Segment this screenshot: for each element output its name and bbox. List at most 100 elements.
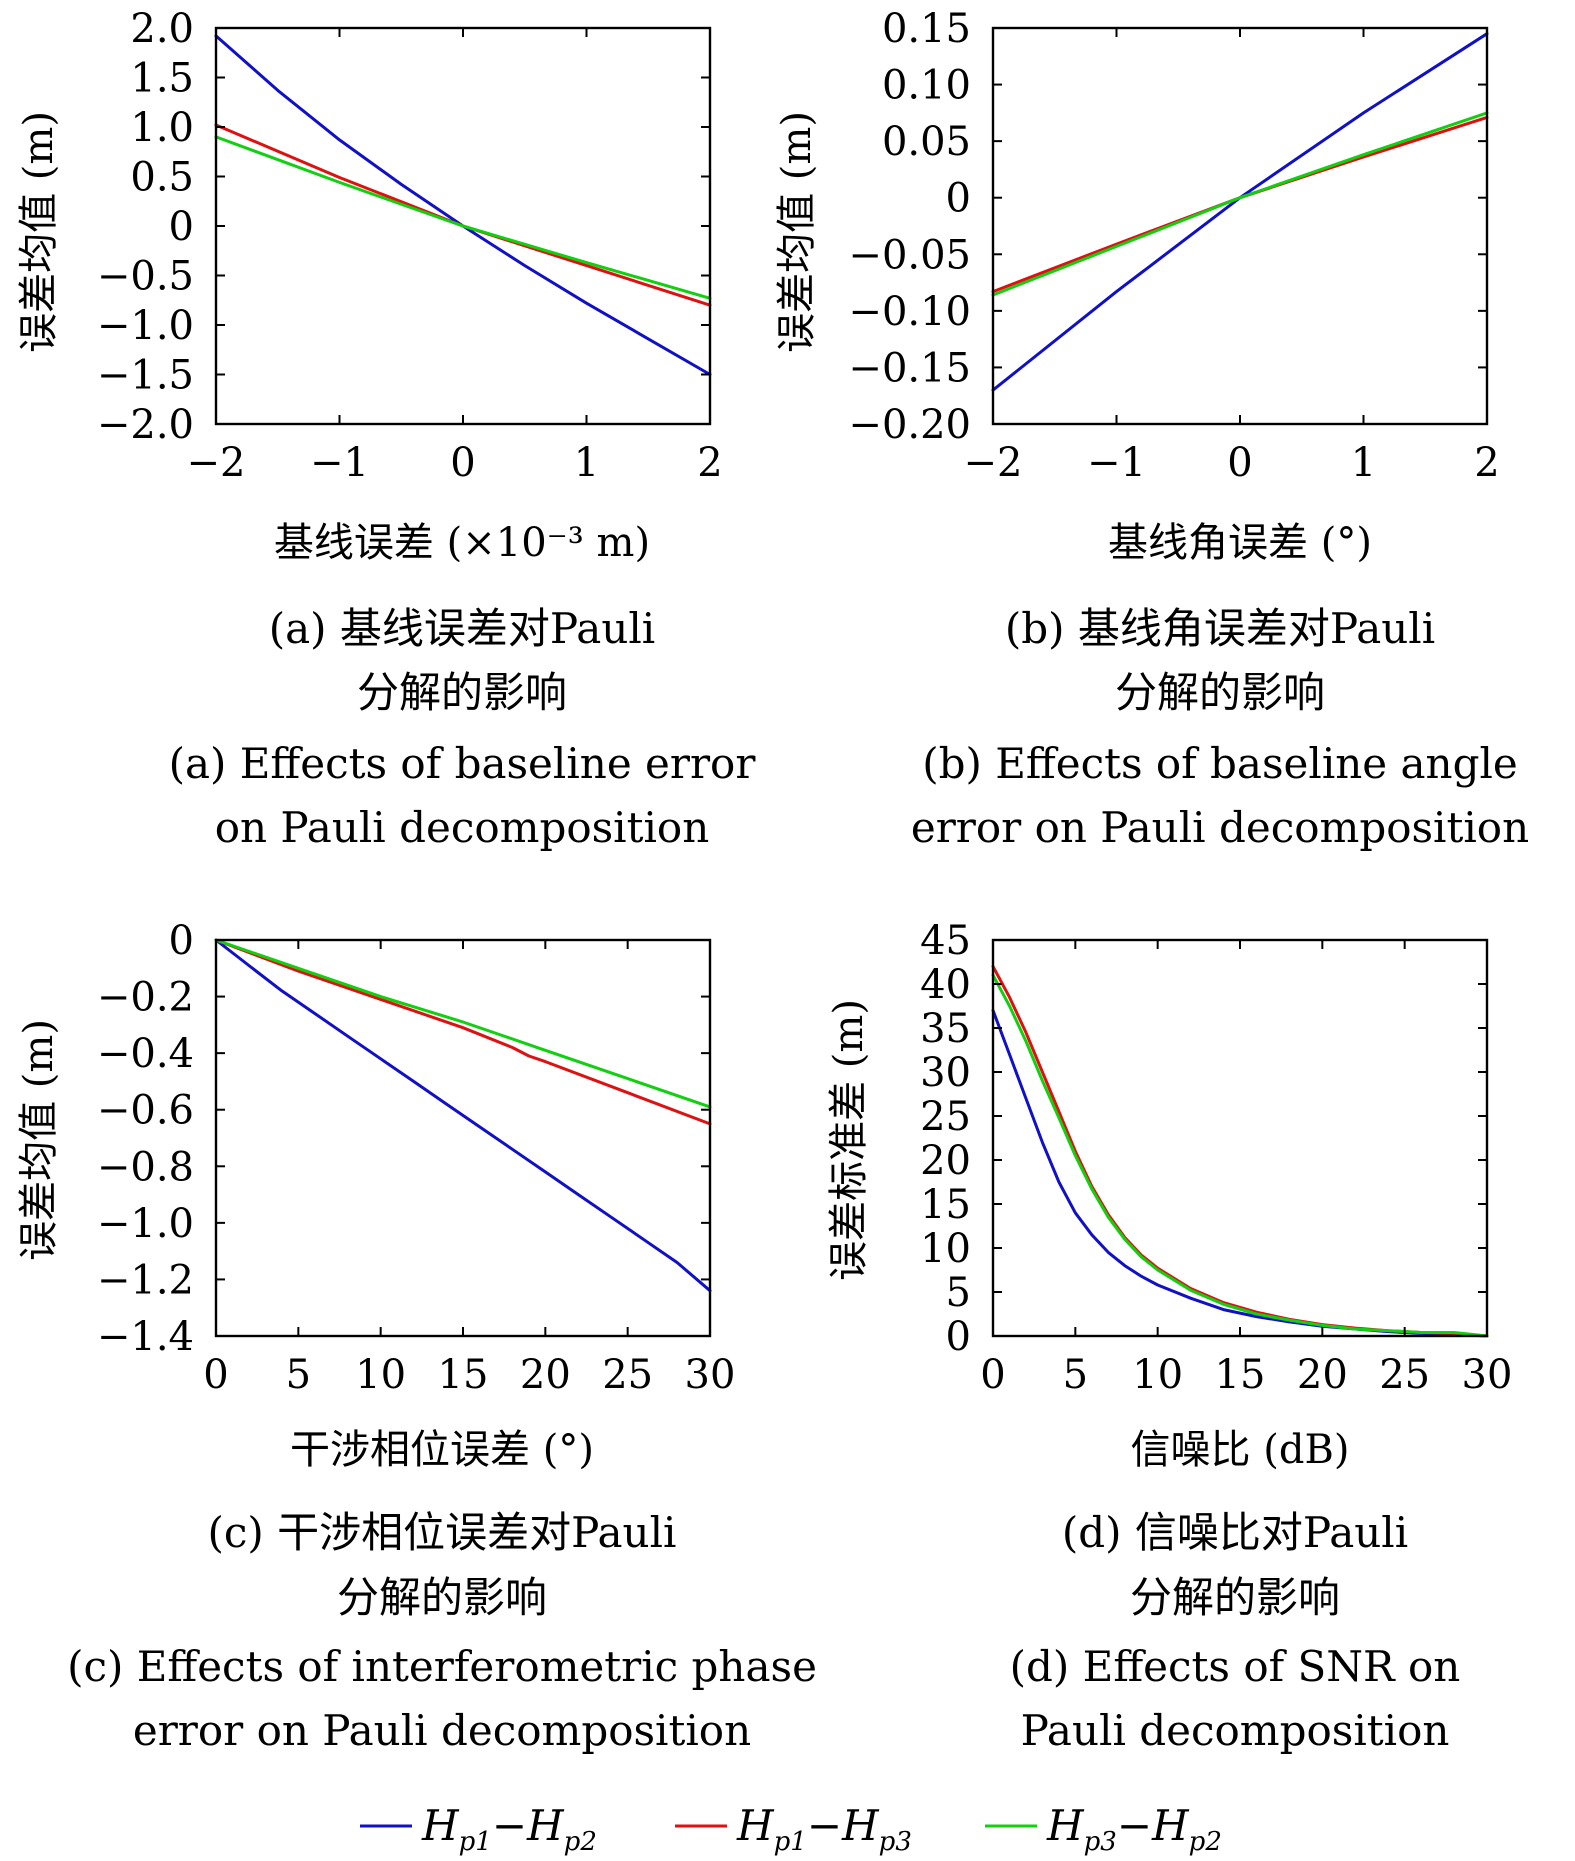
legend-item-1: Hp1−Hp2 <box>360 1801 597 1857</box>
ylabel-d: 误差标准差 (m) <box>826 999 872 1281</box>
legend-label-2: Hp1−Hp3 <box>736 1801 912 1857</box>
series-line-d-2 <box>991 964 1489 1338</box>
y-tick-label-d-7: 10 <box>920 1226 971 1272</box>
x-tick-label-c-1: 5 <box>286 1352 311 1398</box>
caption-zh-c-line1: (c) 干涉相位误差对Pauli <box>208 1508 677 1557</box>
x-tick-label-c-2: 10 <box>355 1352 406 1398</box>
x-tick-label-d-3: 15 <box>1215 1352 1266 1398</box>
x-tick-label-b-3: 1 <box>1351 440 1376 486</box>
axes-frame-b <box>991 26 1489 426</box>
x-tick-label-b-1: −1 <box>1087 440 1146 486</box>
x-tick-label-a-3: 1 <box>574 440 599 486</box>
x-tick-label-d-1: 5 <box>1063 1352 1088 1398</box>
legend: Hp1−Hp2 Hp1−Hp3 Hp3−Hp2 <box>360 1801 1222 1857</box>
x-tick-label-d-2: 10 <box>1132 1352 1183 1398</box>
series-line-c-3 <box>214 938 712 1109</box>
y-tick-label-d-1: 40 <box>920 962 971 1008</box>
x-tick-label-d-5: 25 <box>1379 1352 1430 1398</box>
caption-en-b-line2: error on Pauli decomposition <box>911 803 1529 852</box>
y-tick-label-c-6: −1.2 <box>97 1257 194 1303</box>
y-tick-label-d-4: 25 <box>920 1094 971 1140</box>
y-tick-label-b-3: 0 <box>946 176 971 222</box>
series-line-d-3 <box>991 973 1489 1338</box>
caption-zh-d-line1: (d) 信噪比对Pauli <box>1062 1508 1408 1557</box>
legend-item-3: Hp3−Hp2 <box>985 1801 1222 1857</box>
caption-zh-a-line1: (a) 基线误差对Pauli <box>269 604 656 653</box>
y-tick-label-b-5: −0.10 <box>848 289 971 335</box>
caption-en-a-line2: on Pauli decomposition <box>215 803 710 852</box>
y-tick-label-a-4: 0 <box>169 204 194 250</box>
panel-c: 0 5 10 15 20 25 30 0 −0.2 −0.4 −0.6 −0.8 −1.0 −1.2 −1.… <box>16 918 817 1755</box>
x-tick-label-a-1: −1 <box>310 440 369 486</box>
y-tick-label-d-6: 15 <box>920 1182 971 1228</box>
caption-en-d-line1: (d) Effects of SNR on <box>1010 1642 1461 1691</box>
y-tick-label-a-2: 1.0 <box>130 105 194 151</box>
y-tick-label-d-3: 30 <box>920 1050 971 1096</box>
x-tick-label-d-4: 20 <box>1297 1352 1348 1398</box>
y-tick-label-c-4: −0.8 <box>97 1144 194 1190</box>
x-tick-label-c-0: 0 <box>203 1352 228 1398</box>
x-tick-label-c-6: 30 <box>685 1352 736 1398</box>
legend-item-2: Hp1−Hp3 <box>675 1801 912 1857</box>
y-tick-label-c-7: −1.4 <box>97 1314 194 1360</box>
y-tick-label-a-0: 2.0 <box>130 6 194 52</box>
ylabel-a: 误差均值 (m) <box>16 111 62 353</box>
legend-label-1: Hp1−Hp2 <box>421 1801 597 1857</box>
ylabel-b: 误差均值 (m) <box>774 111 820 353</box>
xlabel-a: 基线误差 (×10⁻³ m) <box>274 520 650 566</box>
series-line-b-1 <box>991 32 1489 392</box>
x-tick-label-c-4: 20 <box>520 1352 571 1398</box>
x-tick-label-a-0: −2 <box>187 440 246 486</box>
x-tick-label-d-0: 0 <box>980 1352 1005 1398</box>
plot-area-c: 0 5 10 15 20 25 30 0 −0.2 −0.4 −0.6 −0.8 −1.0 −1.2 −1.… <box>97 918 736 1398</box>
caption-en-c-line1: (c) Effects of interferometric phase <box>67 1642 817 1691</box>
series-line-a-3 <box>214 135 712 300</box>
caption-zh-c-line2: 分解的影响 <box>337 1573 547 1622</box>
y-tick-label-d-5: 20 <box>920 1138 971 1184</box>
xlabel-c: 干涉相位误差 (°) <box>290 1427 594 1473</box>
plot-area-a: −2 −1 0 1 22.01.51.00.50−0.5−1.0−1.5−2.0 <box>97 6 723 486</box>
y-tick-label-c-1: −0.2 <box>97 975 194 1021</box>
y-tick-label-b-6: −0.15 <box>848 345 971 391</box>
x-tick-label-a-4: 2 <box>697 440 722 486</box>
caption-en-b-line1: (b) Effects of baseline angle <box>922 739 1518 788</box>
series-line-c-1 <box>214 938 712 1293</box>
series-line-a-1 <box>214 34 712 376</box>
x-tick-label-d-6: 30 <box>1462 1352 1513 1398</box>
caption-zh-d-line2: 分解的影响 <box>1130 1573 1340 1622</box>
y-tick-label-b-4: −0.05 <box>848 232 971 278</box>
plot-area-b: −2 −1 0 1 2 0.15 0.10 0.05 0 −0.05 −0.10 −0.15 −0.20 <box>848 6 1499 486</box>
xlabel-b: 基线角误差 (°) <box>1108 520 1372 566</box>
caption-zh-a-line2: 分解的影响 <box>357 668 567 717</box>
y-tick-label-d-9: 0 <box>946 1314 971 1360</box>
x-tick-label-a-2: 0 <box>450 440 475 486</box>
x-tick-label-b-0: −2 <box>964 440 1023 486</box>
y-tick-label-c-0: 0 <box>169 918 194 964</box>
y-tick-label-d-2: 35 <box>920 1006 971 1052</box>
y-tick-label-c-2: −0.4 <box>97 1031 194 1077</box>
panel-a: −2 −1 0 1 22.01.51.00.50−0.5−1.0−1.5−2.0 基线误… <box>16 6 756 852</box>
x-tick-label-b-2: 0 <box>1227 440 1252 486</box>
series-line-b-3 <box>991 111 1489 297</box>
caption-en-d-line2: Pauli decomposition <box>1021 1706 1450 1755</box>
caption-en-c-line2: error on Pauli decomposition <box>133 1706 751 1755</box>
y-tick-label-a-8: −2.0 <box>97 402 194 448</box>
caption-zh-b-line2: 分解的影响 <box>1115 668 1325 717</box>
y-tick-label-d-8: 5 <box>946 1270 971 1316</box>
y-tick-label-d-0: 45 <box>920 918 971 964</box>
series-line-d-1 <box>991 1008 1489 1338</box>
series-line-c-2 <box>214 938 712 1126</box>
y-tick-label-b-2: 0.05 <box>882 119 971 165</box>
y-tick-label-c-5: −1.0 <box>97 1201 194 1247</box>
panel-b: −2 −1 0 1 2 0.15 0.10 0.05 0 −0.05 −0.10 −0.15 −0.20… <box>774 6 1529 852</box>
y-tick-label-b-0: 0.15 <box>882 6 971 52</box>
xlabel-d: 信噪比 (dB) <box>1131 1427 1350 1473</box>
y-tick-label-b-1: 0.10 <box>882 63 971 109</box>
legend-label-3: Hp3−Hp2 <box>1046 1801 1222 1857</box>
x-tick-label-b-4: 2 <box>1474 440 1499 486</box>
y-tick-label-b-7: −0.20 <box>848 402 971 448</box>
x-tick-label-c-3: 15 <box>438 1352 489 1398</box>
